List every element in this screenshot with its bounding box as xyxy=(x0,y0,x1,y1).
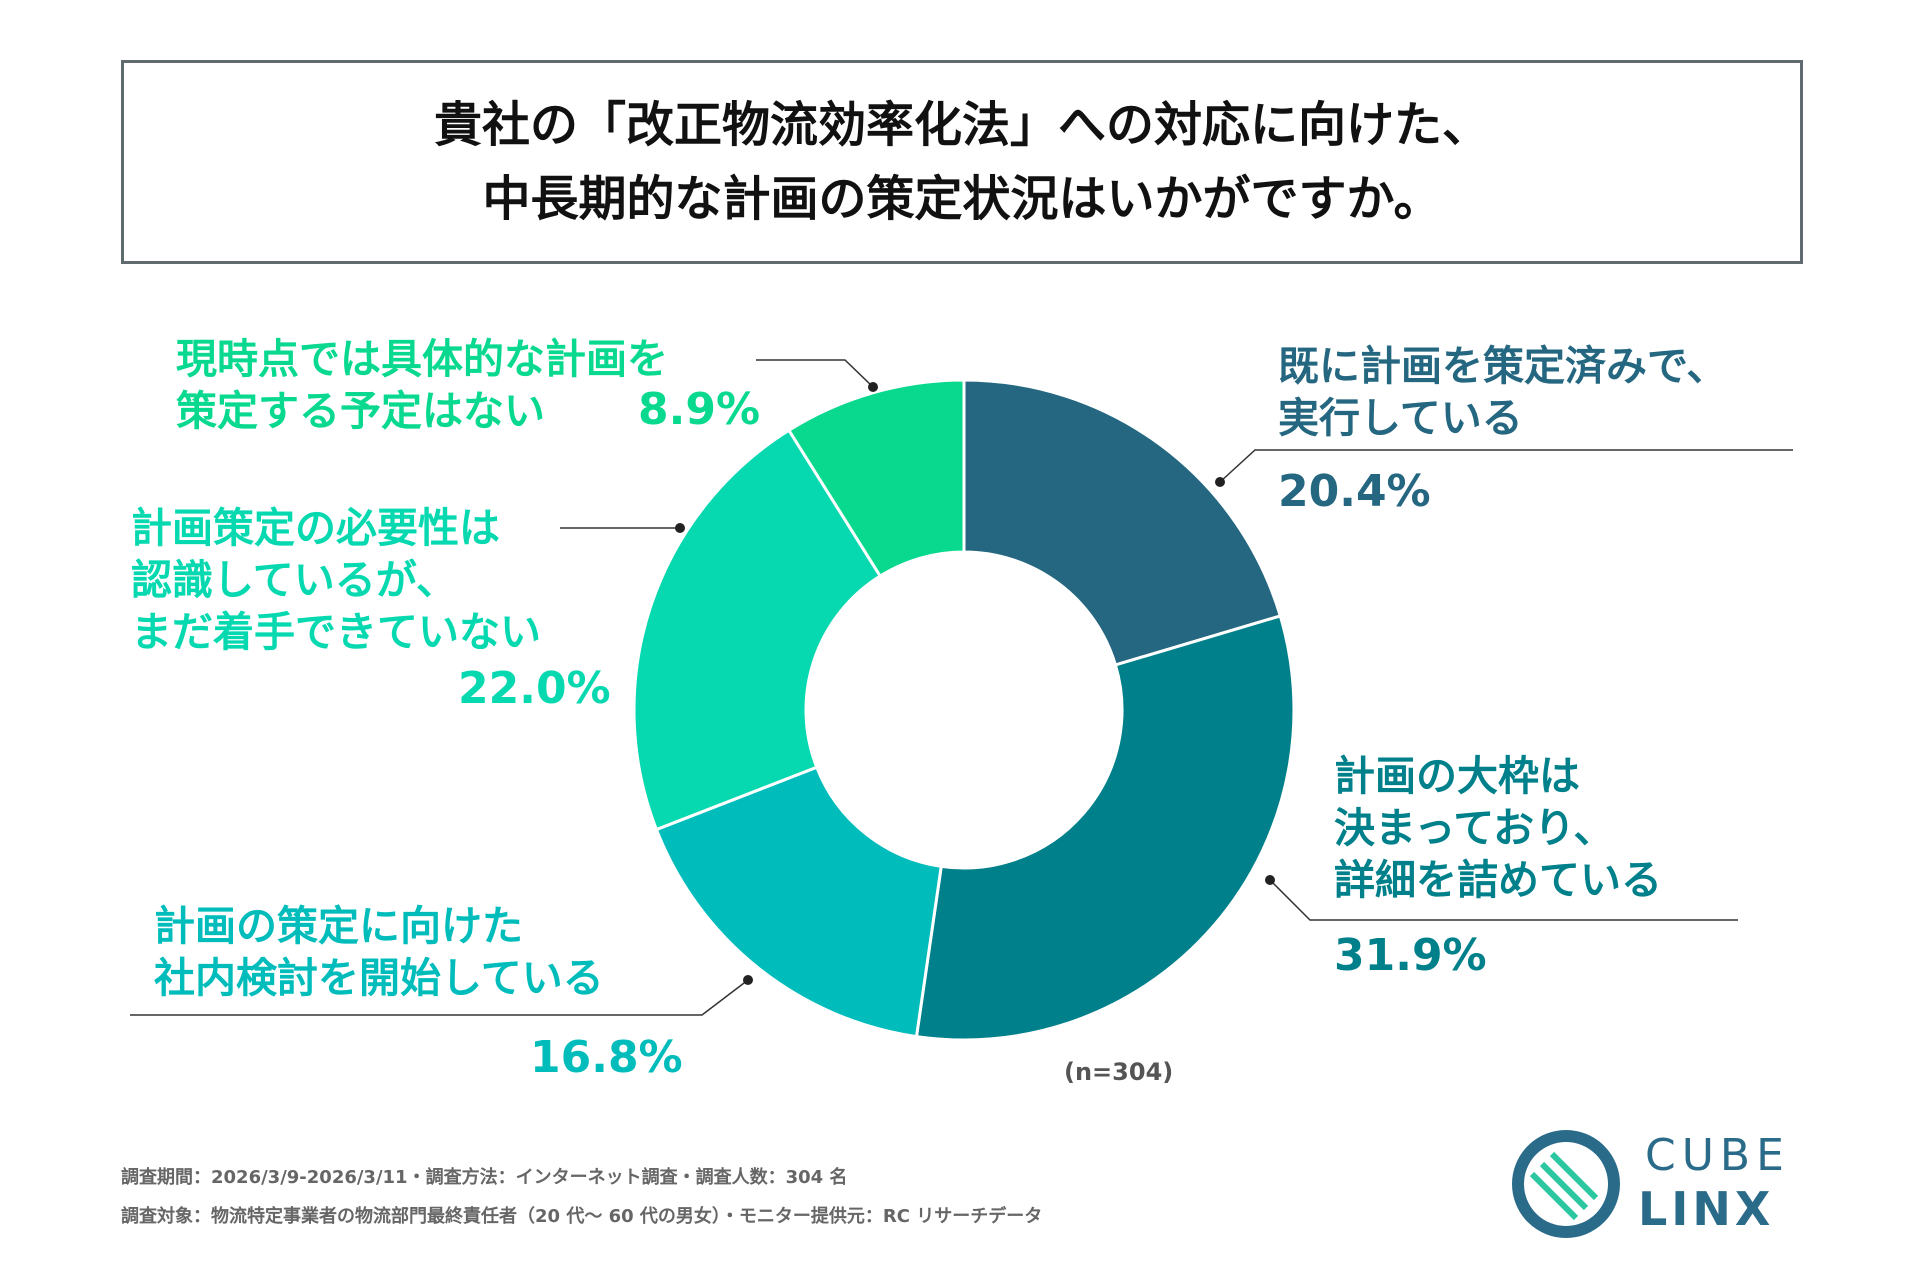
leader-dot-3 xyxy=(675,523,685,533)
slice-percent-4-wrap: 8.9% xyxy=(638,382,760,438)
slice-percent-0: 20.4% xyxy=(1278,466,1431,517)
slice-label-3-line-3: まだ着手できていない xyxy=(131,608,541,656)
slice-label-2-line-1: 計画の策定に向けた xyxy=(154,902,523,950)
logo-word-linx: LINX xyxy=(1638,1182,1775,1236)
cube-linx-logo: CUBE LINX xyxy=(1510,1130,1810,1238)
slice-label-2-line-2: 社内検討を開始している xyxy=(154,954,604,1002)
cube-logo-icon xyxy=(1512,1130,1620,1238)
slice-label-1-line-3: 詳細を詰めている xyxy=(1334,856,1662,904)
donut-slice-4 xyxy=(786,378,966,579)
footer-line-2: 調査対象：物流特定事業者の物流部門最終責任者（20 代～ 60 代の男女）・モニ… xyxy=(121,1206,1043,1227)
leader-line-4 xyxy=(756,359,874,388)
slice-label-4-line-2: 策定する予定はない xyxy=(176,387,545,435)
slice-label-4-line-1: 現時点では具体的な計画を xyxy=(176,335,668,383)
leader-line-1 xyxy=(1269,879,1738,921)
donut-slice-0 xyxy=(962,378,1283,667)
slice-label-0-line-2: 実行している xyxy=(1278,394,1523,442)
slice-label-0-line-1: 既に計画を策定済みで、 xyxy=(1278,342,1728,390)
slice-percent-3: 22.0% xyxy=(458,663,611,714)
donut-slice-1 xyxy=(914,614,1296,1042)
slice-label-2: 計画の策定に向けた 社内検討を開始している xyxy=(154,900,604,1004)
slice-percent-2-wrap: 16.8% xyxy=(530,1030,683,1086)
leader-dot-1 xyxy=(1265,875,1275,885)
slice-label-0: 既に計画を策定済みで、 実行している 20.4% xyxy=(1278,340,1727,520)
slice-percent-3-wrap: 22.0% xyxy=(458,661,611,717)
slice-label-3: 計画策定の必要性は 認識しているが、 まだ着手できていない xyxy=(131,502,541,658)
leader-line-0 xyxy=(1219,449,1793,483)
slice-label-1: 計画の大枠は 決まっており、 詳細を詰めている 31.9% xyxy=(1334,750,1662,984)
sample-size-note: (n=304) xyxy=(1064,1058,1174,1086)
slice-percent-4: 8.9% xyxy=(638,384,761,435)
leader-line-2 xyxy=(130,979,749,1016)
footer-line-1: 調査期間：2026/3/9-2026/3/11・調査方法：インターネット調査・調… xyxy=(121,1167,848,1188)
slice-label-1-line-1: 計画の大枠は xyxy=(1334,752,1580,800)
slice-percent-2: 16.8% xyxy=(530,1032,683,1083)
slice-label-3-line-2: 認識しているが、 xyxy=(131,556,457,604)
donut-slice-2 xyxy=(654,765,943,1039)
donut-slice-3 xyxy=(632,428,883,832)
logo-word-cube: CUBE xyxy=(1645,1130,1790,1181)
slice-label-4: 現時点では具体的な計画を 策定する予定はない xyxy=(176,333,668,437)
title-line-1: 貴社の「改正物流効率化法」への対応に向けた、 xyxy=(433,97,1490,153)
slice-percent-1: 31.9% xyxy=(1334,930,1487,981)
title-box: 貴社の「改正物流効率化法」への対応に向けた、 中長期的な計画の策定状況はいかがで… xyxy=(121,60,1803,264)
title-line-2: 中長期的な計画の策定状況はいかがですか。 xyxy=(482,171,1442,227)
leader-dot-4 xyxy=(868,382,878,392)
leader-dot-2 xyxy=(743,975,753,985)
slice-label-3-line-1: 計画策定の必要性は xyxy=(131,504,500,552)
slice-label-1-line-2: 決まっており、 xyxy=(1334,804,1615,852)
leader-dot-0 xyxy=(1215,477,1225,487)
